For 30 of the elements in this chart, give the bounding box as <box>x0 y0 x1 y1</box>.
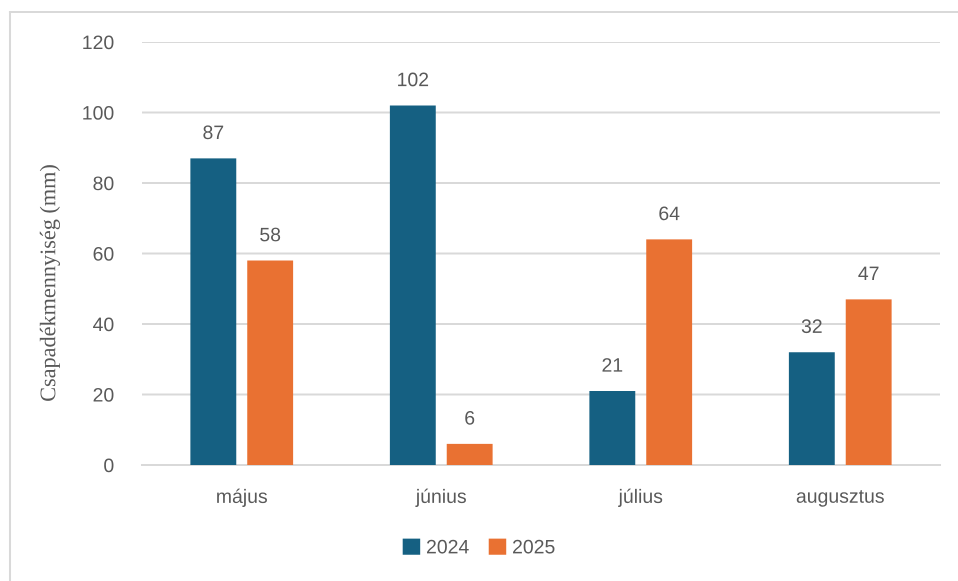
bar <box>390 105 436 465</box>
y-tick-label: 80 <box>93 176 114 190</box>
y-axis-title: Csapadékmennyiség (mm) <box>40 165 60 401</box>
data-label: 21 <box>602 358 622 372</box>
y-tick-label: 100 <box>83 106 114 120</box>
legend-label: 2024 <box>427 540 469 554</box>
x-tick-label: augusztus <box>796 490 884 507</box>
x-tick-label: június <box>415 488 466 507</box>
bar <box>589 390 636 465</box>
data-label: 87 <box>203 125 224 140</box>
data-label: 102 <box>398 72 428 86</box>
y-tick-label: 120 <box>83 35 114 50</box>
x-tick-label: május <box>217 488 267 507</box>
bar <box>446 444 493 465</box>
bar <box>846 299 892 465</box>
data-label: 6 <box>465 410 474 425</box>
x-tick-label: július <box>618 488 662 507</box>
y-tick-label: 0 <box>104 458 114 472</box>
bar <box>646 239 692 465</box>
data-label: 58 <box>260 228 280 242</box>
data-label: 47 <box>858 266 879 280</box>
y-tick-label: 20 <box>94 388 114 402</box>
bar <box>788 352 835 465</box>
bar <box>247 260 294 465</box>
y-tick-label: 60 <box>94 246 114 261</box>
data-label: 32 <box>802 319 822 334</box>
bar <box>190 158 236 465</box>
legend-label: 2025 <box>513 540 554 554</box>
y-tick-label: 40 <box>93 317 114 332</box>
data-label: 64 <box>659 206 680 220</box>
